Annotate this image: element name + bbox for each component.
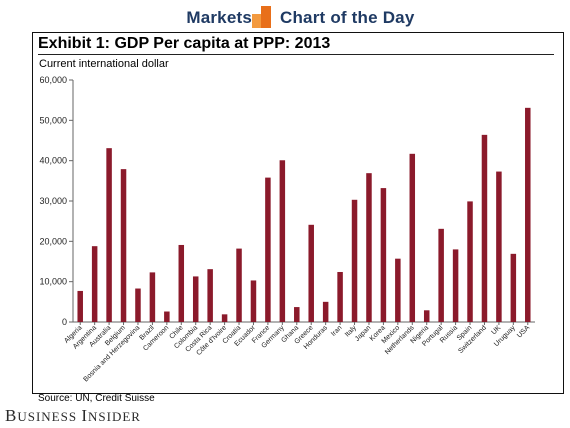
- bar: [135, 288, 141, 322]
- bar: [525, 107, 531, 322]
- y-tick-label: 40,000: [39, 156, 67, 166]
- bar: [351, 199, 358, 322]
- bar: [380, 188, 387, 322]
- bar: [438, 228, 444, 322]
- bar: [496, 171, 502, 322]
- bar: [192, 276, 199, 322]
- chart-subtitle: Current international dollar: [39, 58, 169, 70]
- bar: [510, 253, 517, 322]
- bar: [149, 272, 156, 322]
- bar: [106, 148, 112, 322]
- x-tick-label: USA: [516, 324, 531, 339]
- y-tick-label: 0: [62, 317, 67, 327]
- bar: [337, 271, 343, 322]
- bar: [279, 160, 286, 322]
- chart-title: Exhibit 1: GDP Per capita at PPP: 2013: [38, 35, 331, 52]
- title-divider: [38, 54, 554, 55]
- y-tick-label: 30,000: [39, 196, 67, 206]
- bar: [250, 280, 257, 322]
- header-banner: Markets Chart of the Day: [0, 0, 570, 30]
- bar: [395, 258, 401, 322]
- chart-frame: [32, 32, 564, 394]
- bar: [77, 290, 83, 322]
- bar: [452, 249, 459, 322]
- chart-of-the-day-label: Chart of the Day: [280, 8, 415, 27]
- bar: [178, 244, 185, 322]
- bar: [481, 134, 488, 322]
- bar: [164, 311, 170, 322]
- y-tick-label: 50,000: [39, 115, 67, 125]
- bar: [91, 246, 98, 322]
- bar: [467, 201, 473, 322]
- bar: [221, 314, 228, 322]
- bar: [423, 310, 430, 322]
- y-tick-label: 10,000: [39, 277, 67, 287]
- bar: [294, 307, 300, 322]
- bar-chart-icon: [252, 6, 274, 28]
- bar: [207, 269, 213, 322]
- source-note: Source: UN, Credit Suisse: [38, 393, 155, 404]
- bar: [322, 301, 329, 322]
- bar: [236, 248, 242, 322]
- x-tick-label: Japan: [354, 324, 373, 343]
- bar: [308, 224, 314, 322]
- bar: [120, 169, 127, 322]
- x-tick-label: Iran: [330, 324, 344, 338]
- business-insider-logo: BUSINESS INSIDER: [5, 406, 141, 425]
- y-tick-label: 20,000: [39, 236, 67, 246]
- bar: [265, 177, 271, 322]
- bar: [409, 153, 416, 322]
- y-tick-label: 60,000: [39, 75, 67, 85]
- markets-label: Markets: [186, 8, 252, 27]
- bar: [366, 173, 372, 322]
